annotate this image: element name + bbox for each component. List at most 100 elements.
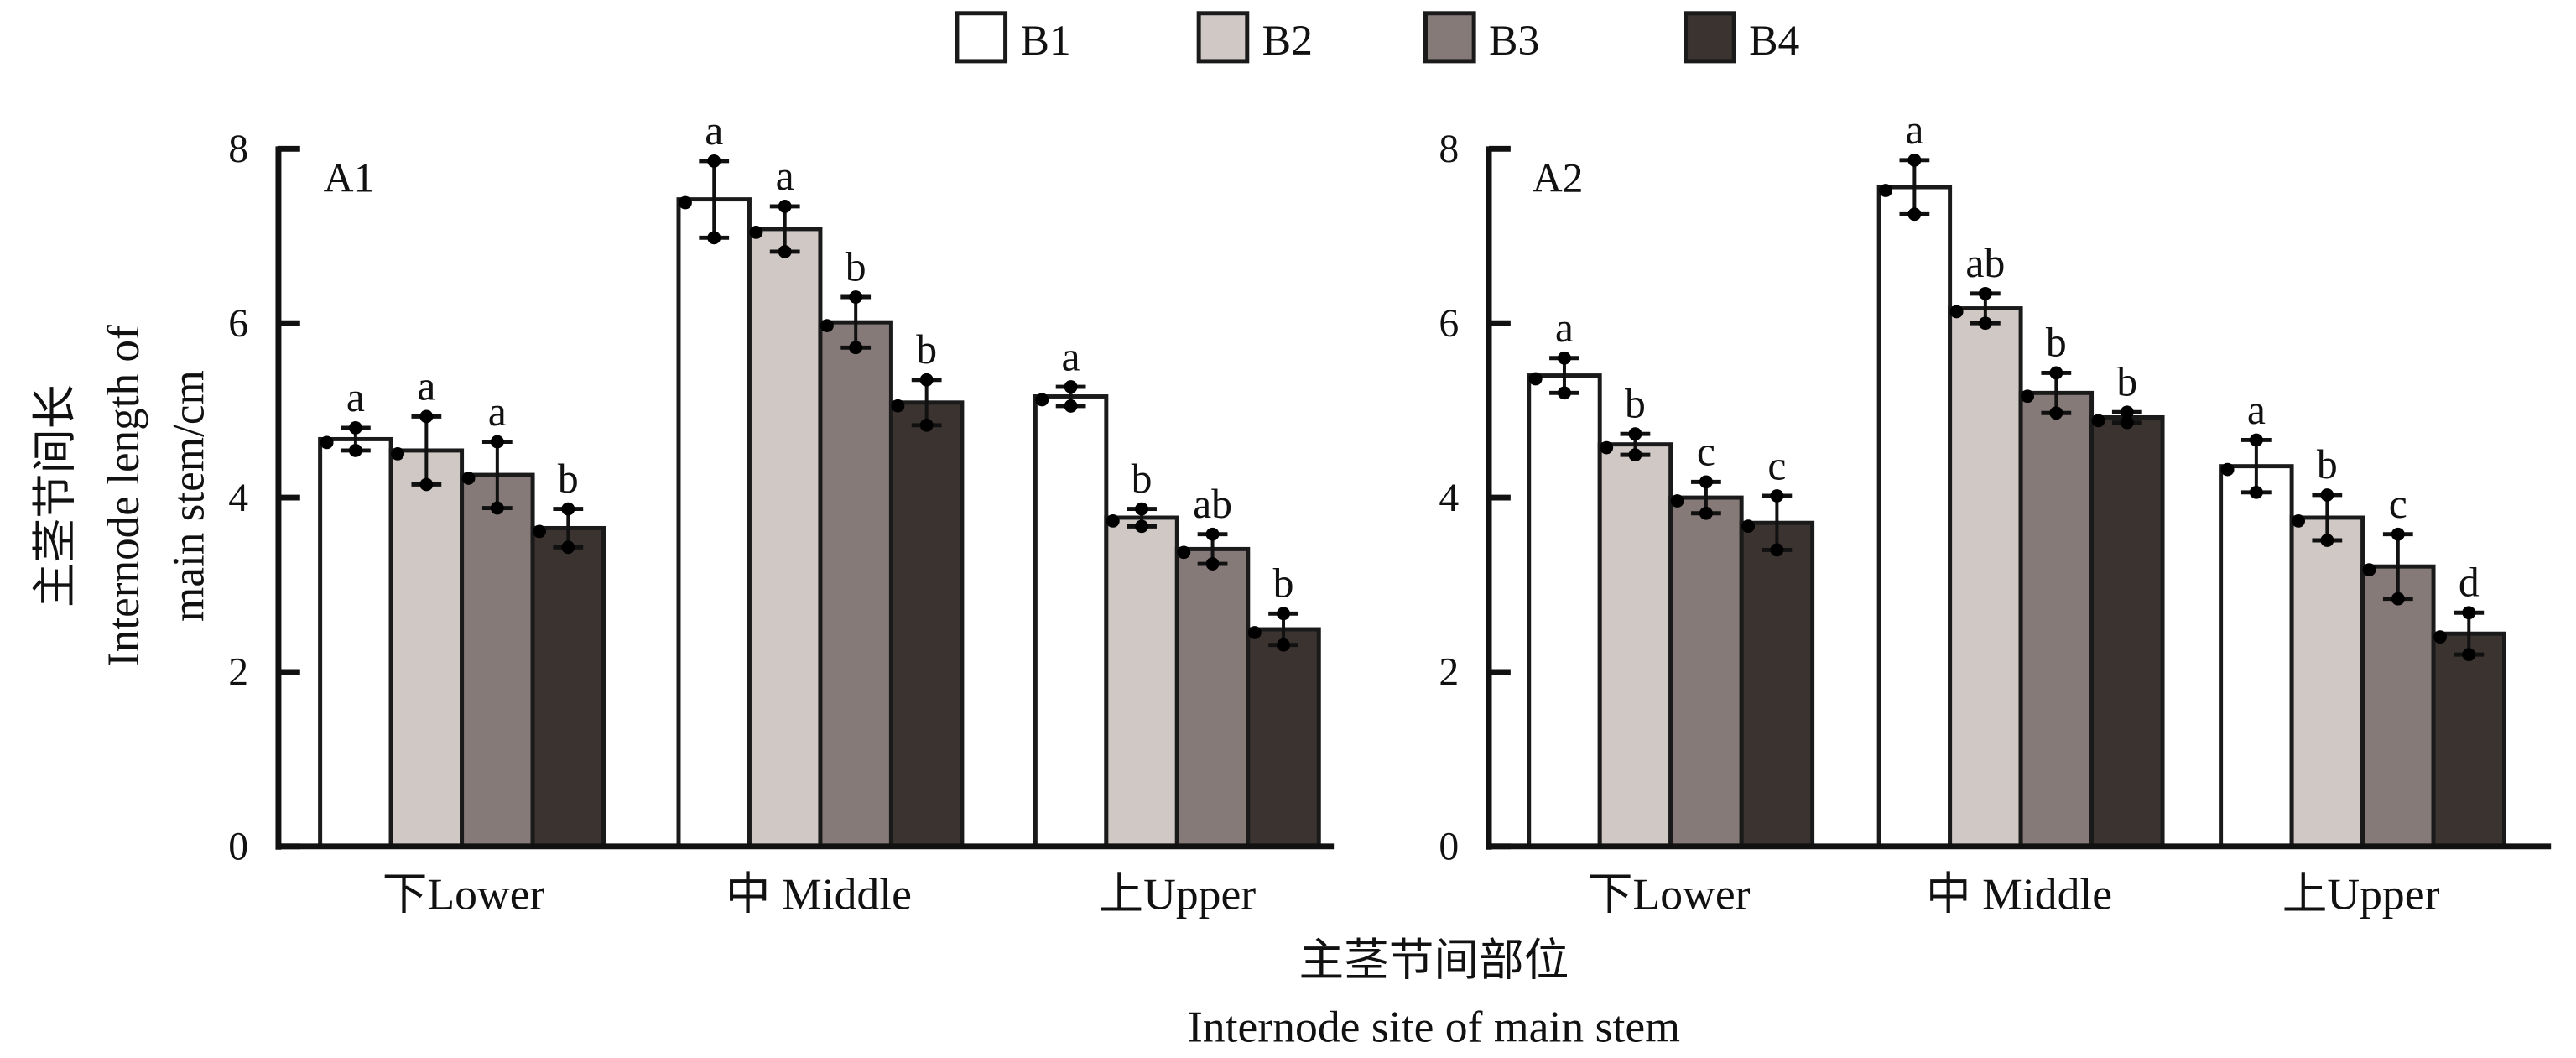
significance-label: a	[705, 107, 723, 154]
significance-label: b	[1625, 381, 1646, 427]
data-point	[1978, 316, 1992, 331]
legend-swatch-b1	[955, 11, 1008, 64]
data-point	[2391, 592, 2405, 606]
bar-a2-b1-2	[2219, 464, 2294, 849]
x-axis-title-line-2: Internode site of main stem	[1188, 1002, 1680, 1052]
y-tick-label: 0	[1439, 826, 1459, 869]
data-point	[1177, 545, 1191, 560]
data-point	[1907, 153, 1922, 167]
data-point	[2021, 389, 2034, 404]
significance-label: a	[488, 388, 507, 435]
data-point	[490, 435, 504, 449]
bar-a2-b3-0	[1668, 495, 1744, 849]
data-point	[461, 472, 476, 485]
legend: B1 B2 B3 B4	[955, 11, 1799, 65]
bar-a2-b2-0	[1597, 442, 1673, 849]
significance-label: d	[2459, 560, 2480, 606]
data-point	[2220, 462, 2235, 477]
significance-label: c	[1697, 429, 1715, 475]
y-tick-label: 4	[1439, 477, 1459, 520]
panel-label: A2	[1533, 155, 1584, 201]
data-point	[533, 524, 546, 539]
significance-label: b	[1273, 560, 1294, 607]
data-point	[1978, 286, 1992, 300]
data-point	[820, 319, 834, 332]
data-point	[419, 409, 434, 424]
bar-a2-b3-1	[2018, 390, 2095, 849]
bar-a1-b1-2	[1033, 394, 1109, 849]
data-point	[2462, 648, 2476, 662]
data-point	[1135, 519, 1149, 534]
legend-swatch-b3	[1423, 11, 1476, 64]
bar-a1-b1-0	[318, 436, 393, 849]
data-point	[1670, 494, 1684, 508]
data-point	[2049, 406, 2063, 420]
x-tick-label: 中 Middle	[726, 869, 912, 920]
data-point	[1699, 475, 1713, 489]
y-axis-title-line-2: Internode length of	[98, 325, 148, 667]
data-point	[1699, 506, 1713, 520]
significance-label: b	[2046, 320, 2067, 366]
data-point	[320, 435, 334, 450]
data-point	[348, 421, 362, 435]
y-axis-title-2: Internode length of	[98, 325, 148, 667]
data-point	[2091, 414, 2105, 428]
data-point	[1064, 380, 1078, 393]
bar-a1-b2-0	[388, 448, 465, 849]
bar-a2-b4-1	[2089, 414, 2165, 849]
bar-a2-b2-1	[1948, 306, 2023, 849]
significance-label: b	[916, 326, 937, 373]
bar-a1-b3-1	[818, 320, 893, 849]
data-point	[561, 502, 575, 516]
data-point	[391, 446, 405, 461]
legend-label-b4: B4	[1749, 17, 1799, 65]
data-point	[891, 399, 905, 413]
data-point	[919, 418, 934, 432]
bar-a1-b1-1	[676, 197, 752, 849]
significance-label: a	[2247, 387, 2266, 433]
significance-label: c	[2389, 481, 2407, 527]
data-point	[2391, 527, 2405, 541]
data-point	[1277, 607, 1290, 621]
data-point	[1949, 305, 1964, 319]
data-point	[1135, 502, 1149, 516]
data-point	[2462, 606, 2476, 620]
data-point	[1770, 543, 1784, 557]
data-point	[1558, 351, 1571, 365]
data-point	[2249, 485, 2263, 499]
data-point	[2292, 514, 2305, 528]
y-tick-label: 6	[1439, 302, 1459, 346]
y-tick-label: 8	[228, 128, 248, 171]
data-point	[1106, 514, 1120, 528]
significance-label: b	[2317, 441, 2338, 487]
significance-label: a	[346, 374, 365, 420]
data-point	[678, 195, 692, 210]
data-point	[2320, 488, 2334, 502]
data-point	[1741, 519, 1756, 534]
data-point	[778, 245, 792, 258]
bar-a1-b4-2	[1246, 627, 1321, 849]
data-point	[419, 477, 434, 492]
bar-a2-b1-1	[1876, 185, 1953, 849]
data-point	[1907, 207, 1922, 222]
y-tick-label: 2	[1439, 651, 1459, 695]
legend-swatch-b4	[1684, 11, 1736, 64]
significance-label: ab	[1193, 481, 1232, 527]
data-point	[1205, 527, 1220, 541]
data-point	[2249, 433, 2263, 447]
data-point	[707, 154, 721, 168]
data-point	[2320, 534, 2334, 547]
significance-label: a	[417, 363, 435, 409]
significance-label: b	[846, 244, 866, 290]
bar-a1-b4-1	[888, 400, 965, 849]
data-point	[1205, 557, 1220, 571]
significance-label: a	[1555, 305, 1574, 351]
y-tick-label: 8	[1439, 128, 1459, 171]
x-tick-label: 上Upper	[1098, 869, 1256, 920]
data-point	[1628, 448, 1642, 462]
significance-label: ab	[1965, 240, 2005, 286]
significance-label: c	[1767, 442, 1786, 488]
